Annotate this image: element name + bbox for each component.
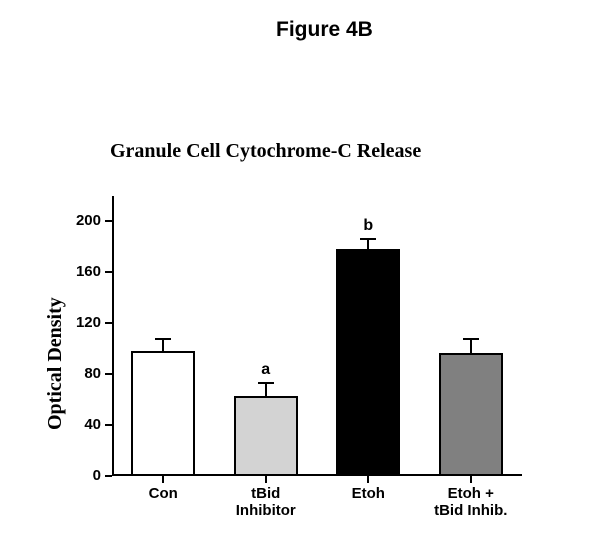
significance-marker: b xyxy=(358,217,378,235)
y-tick-label: 40 xyxy=(61,416,101,433)
error-bar xyxy=(265,383,267,396)
x-tick-label: Etoh xyxy=(317,485,420,502)
x-tick xyxy=(470,476,472,483)
y-tick xyxy=(105,220,112,222)
significance-marker: a xyxy=(256,361,276,379)
y-tick-label: 80 xyxy=(61,365,101,382)
x-tick xyxy=(162,476,164,483)
chart-title: Granule Cell Cytochrome-C Release xyxy=(110,140,421,163)
x-tick-label: Con xyxy=(112,485,215,502)
error-bar xyxy=(470,339,472,353)
y-tick-label: 200 xyxy=(61,212,101,229)
error-cap xyxy=(360,238,376,240)
y-tick xyxy=(105,424,112,426)
y-tick-label: 120 xyxy=(61,314,101,331)
x-tick xyxy=(367,476,369,483)
error-cap xyxy=(258,382,274,384)
y-tick xyxy=(105,322,112,324)
x-tick-label: tBidInhibitor xyxy=(215,485,318,520)
error-bar xyxy=(367,239,369,249)
bar xyxy=(439,353,503,476)
bar xyxy=(234,396,298,476)
y-tick xyxy=(105,475,112,477)
y-tick xyxy=(105,373,112,375)
y-tick-label: 160 xyxy=(61,263,101,280)
error-bar xyxy=(162,339,164,352)
x-tick-label: Etoh +tBid Inhib. xyxy=(420,485,523,520)
figure-label: Figure 4B xyxy=(276,18,373,42)
y-tick xyxy=(105,271,112,273)
y-tick-label: 0 xyxy=(61,467,101,484)
bar xyxy=(131,351,195,476)
error-cap xyxy=(155,338,171,340)
x-tick xyxy=(265,476,267,483)
bar xyxy=(336,249,400,476)
error-cap xyxy=(463,338,479,340)
